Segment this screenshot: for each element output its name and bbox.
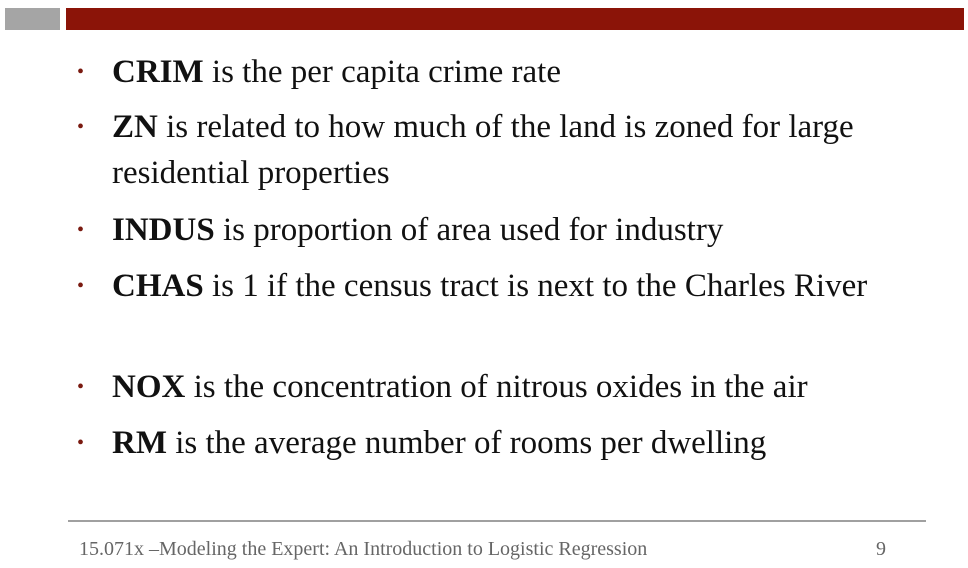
list-item-rm: • RM is the average number of rooms per … (77, 420, 912, 466)
bullet-text: is the per capita crime rate (203, 54, 561, 90)
bullet-term: RM (112, 425, 167, 461)
bullet-text: is proportion of area used for industry (214, 212, 724, 248)
footer-course-title: 15.071x –Modeling the Expert: An Introdu… (79, 538, 648, 560)
list-item-crim: • CRIM is the per capita crime rate (77, 49, 912, 95)
bullet-text: is the concentration of nitrous oxides i… (185, 369, 808, 405)
bullet-text: is related to how much of the land is zo… (112, 109, 854, 191)
bullet-term: NOX (112, 369, 186, 405)
bullet-icon: • (77, 219, 85, 241)
header-gray-block (5, 8, 60, 30)
list-item-zn: • ZN is related to how much of the land … (77, 104, 912, 196)
page-number: 9 (876, 538, 886, 560)
bullet-term: CRIM (112, 54, 204, 90)
bullet-text: is 1 if the census tract is next to the … (203, 268, 868, 304)
list-item-chas: • CHAS is 1 if the census tract is next … (77, 263, 912, 309)
bullet-icon: • (77, 275, 85, 297)
bullet-icon: • (77, 116, 85, 138)
list-item-indus: • INDUS is proportion of area used for i… (77, 207, 912, 253)
bullet-icon: • (77, 376, 85, 398)
bullet-term: CHAS (112, 268, 204, 304)
bullet-term: INDUS (112, 212, 215, 248)
list-item-nox: • NOX is the concentration of nitrous ox… (77, 364, 912, 410)
bullet-icon: • (77, 432, 85, 454)
footer-divider (68, 520, 926, 522)
bullet-text: is the average number of rooms per dwell… (166, 425, 767, 461)
bullet-icon: • (77, 61, 85, 83)
bullet-term: ZN (112, 109, 158, 145)
header-red-bar (66, 8, 964, 30)
